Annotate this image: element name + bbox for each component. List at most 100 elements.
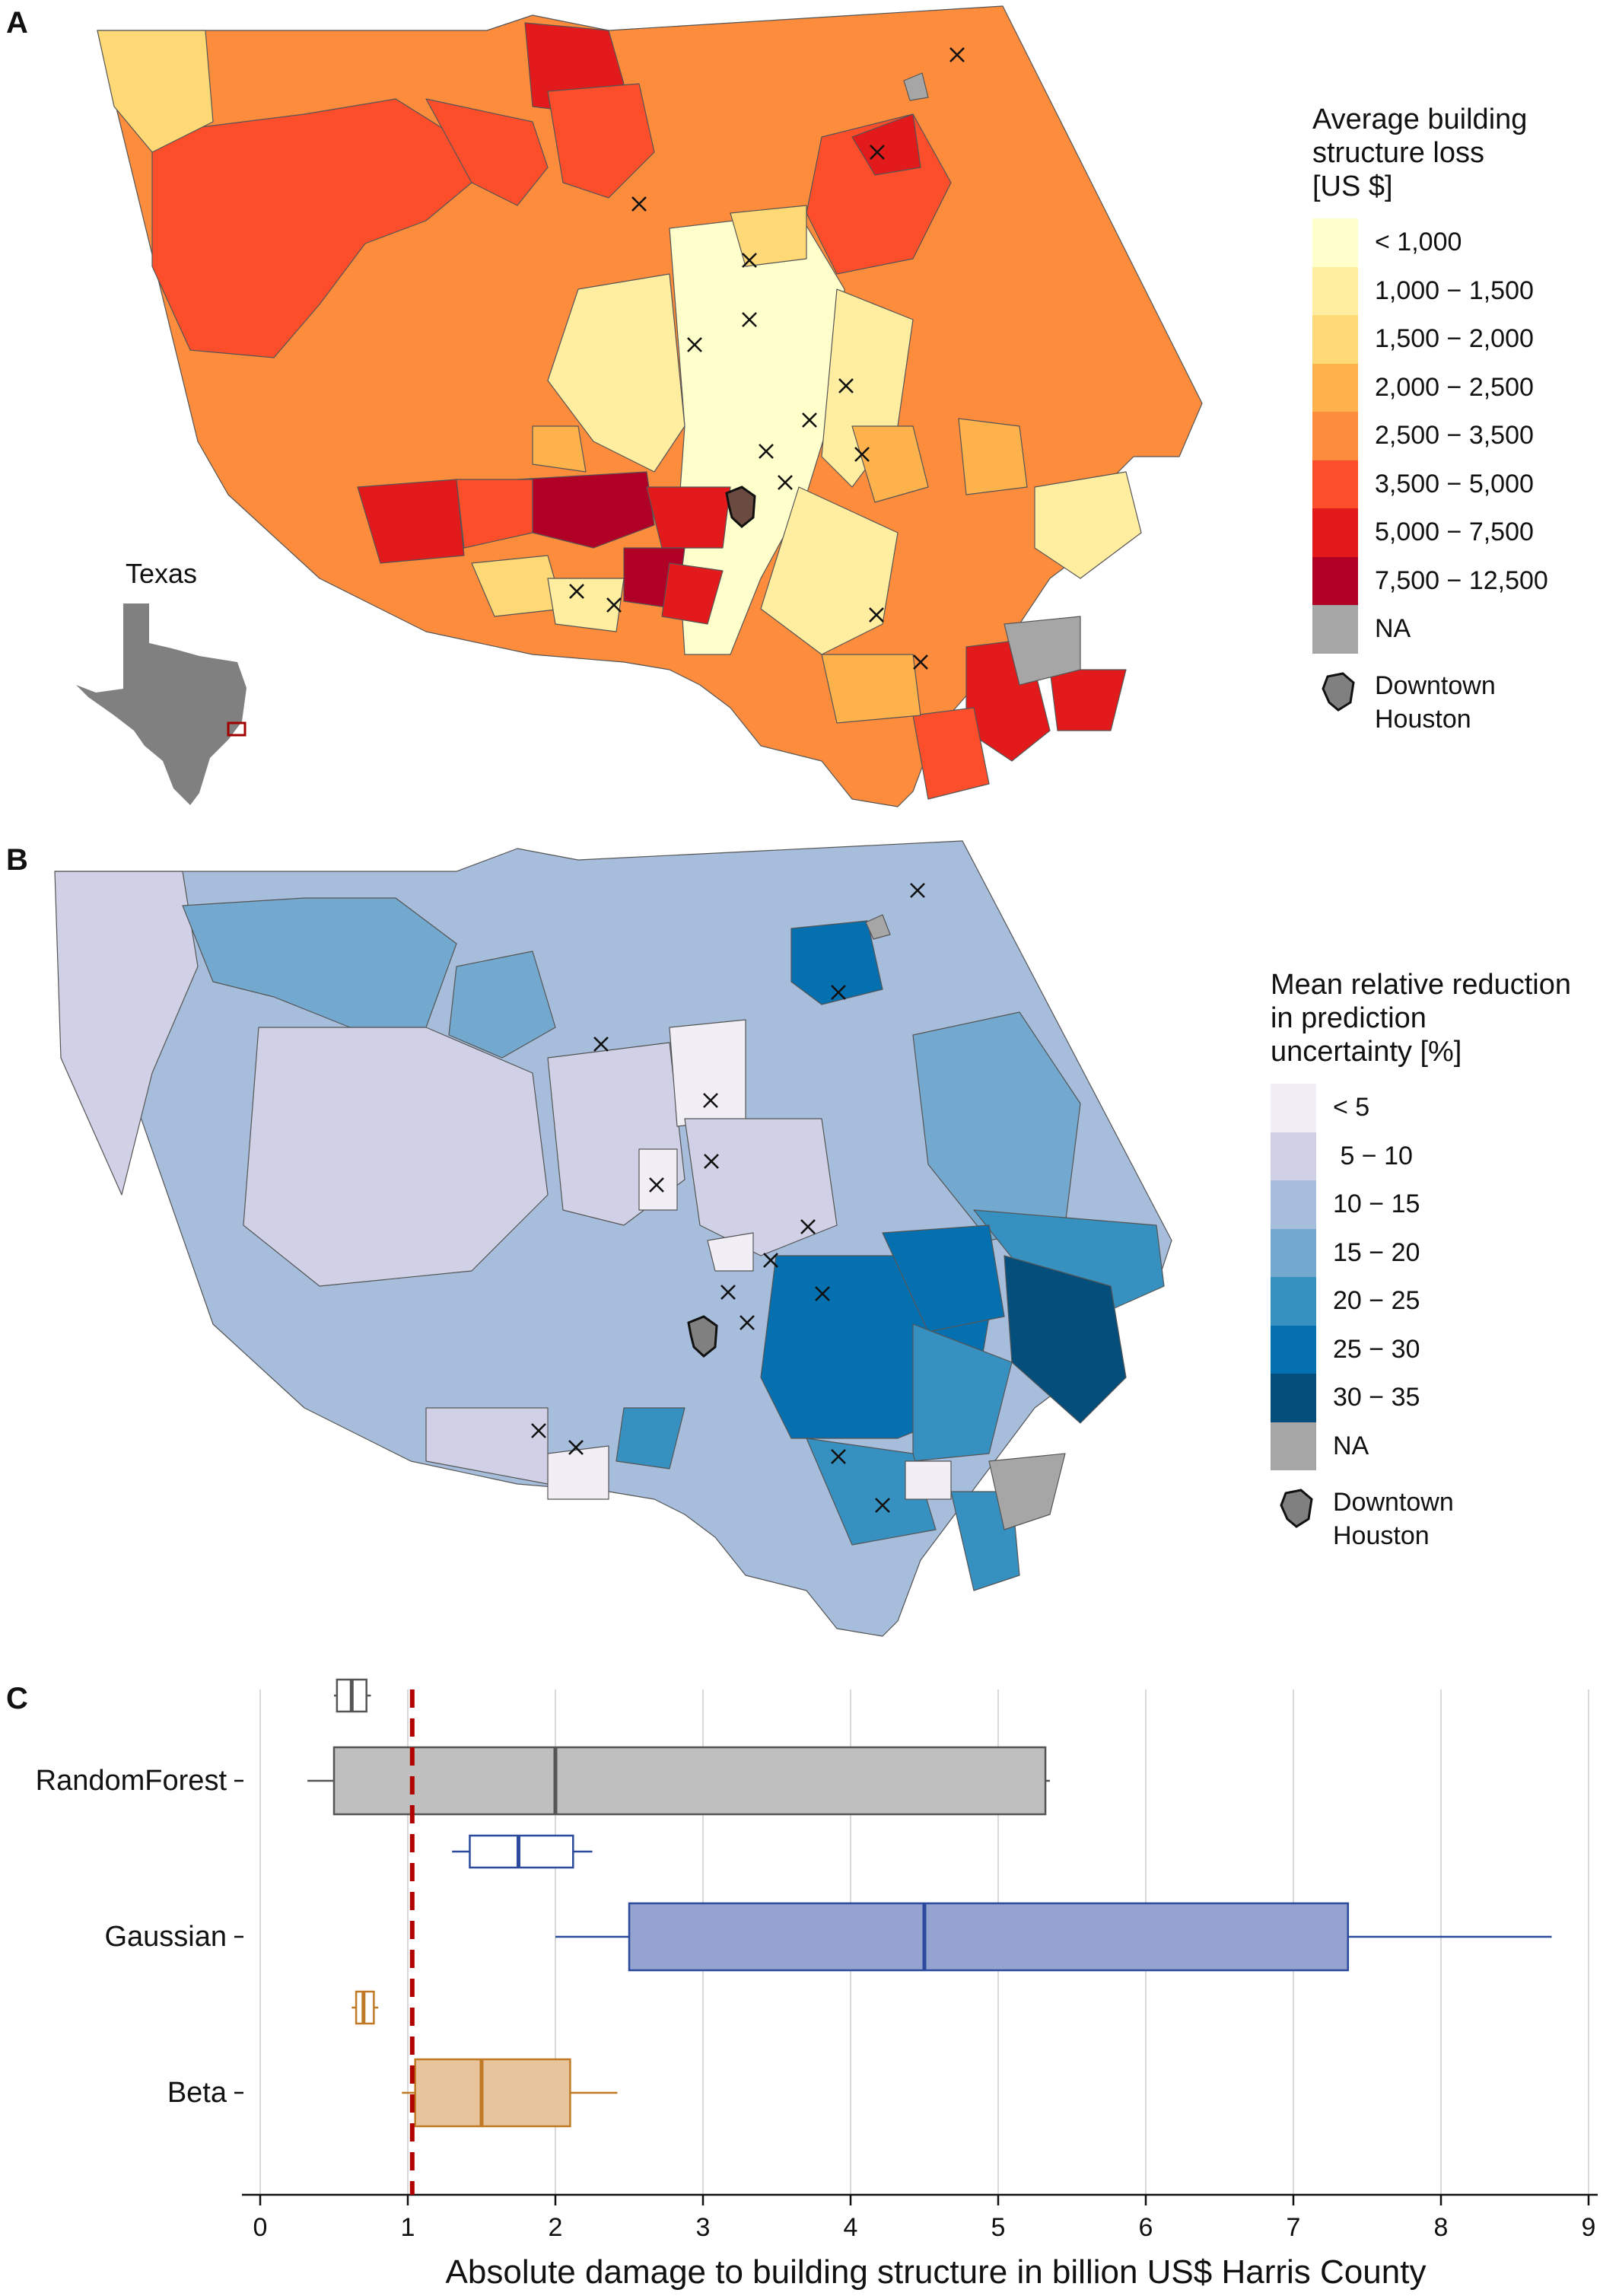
panel-c-letter: C bbox=[6, 1682, 28, 1715]
map-a-region bbox=[1034, 471, 1142, 579]
legend-b-label: 30 − 35 bbox=[1333, 1383, 1420, 1412]
map-a-region bbox=[912, 707, 990, 800]
legend-a-downtown: Downtown Houston bbox=[1312, 669, 1548, 736]
panel-b-letter: B bbox=[6, 843, 28, 877]
legend-a-swatch bbox=[1312, 508, 1358, 557]
box-body bbox=[332, 1746, 1047, 1816]
category-label: Gaussian bbox=[104, 1921, 227, 1953]
map-b-region bbox=[707, 1232, 754, 1272]
map-a-region bbox=[851, 113, 921, 176]
map-a-downtown-houston bbox=[725, 486, 756, 528]
legend-b-label: 25 − 30 bbox=[1333, 1334, 1420, 1364]
box-body bbox=[414, 2058, 571, 2128]
map-a-region bbox=[532, 425, 587, 473]
map-b-region bbox=[448, 951, 556, 1059]
legend-b-row: < 5 bbox=[1271, 1084, 1571, 1132]
x-tick-label: 2 bbox=[549, 2213, 563, 2242]
legend-b-swatch bbox=[1271, 1132, 1316, 1180]
legend-b-swatch bbox=[1271, 1228, 1316, 1277]
legend-b-label: 15 − 20 bbox=[1333, 1237, 1420, 1267]
legend-a-swatch bbox=[1312, 218, 1358, 267]
map-b bbox=[54, 840, 1172, 1637]
map-a-region bbox=[151, 98, 472, 358]
texas-inset-shape bbox=[76, 603, 247, 805]
map-a-markers bbox=[569, 47, 965, 670]
map-b-region bbox=[684, 1118, 838, 1256]
category-label: RandomForest bbox=[36, 1765, 227, 1797]
x-tick-label: 5 bbox=[991, 2213, 1006, 2242]
legend-a-row: 5,000 − 7,500 bbox=[1312, 508, 1548, 557]
map-b-region bbox=[790, 920, 883, 1005]
map-b-region bbox=[865, 914, 891, 940]
legend-b-row: 5 − 10 bbox=[1271, 1132, 1571, 1180]
legend-b-swatch bbox=[1271, 1422, 1316, 1470]
legend-b-downtown: Downtown Houston bbox=[1271, 1486, 1571, 1552]
legend-b-downtown-label: Downtown Houston bbox=[1333, 1488, 1454, 1550]
map-a-region bbox=[456, 479, 533, 549]
legend-a-label: 5,000 − 7,500 bbox=[1375, 517, 1534, 547]
legend-b-label: 5 − 10 bbox=[1333, 1141, 1413, 1170]
map-b-region bbox=[669, 1019, 746, 1127]
legend-b-label: < 5 bbox=[1333, 1093, 1370, 1123]
map-a-region bbox=[1049, 669, 1127, 731]
legend-a-label: 1,000 − 1,500 bbox=[1375, 275, 1534, 305]
map-b-region bbox=[615, 1407, 685, 1470]
legend-a-row: 1,500 − 2,000 bbox=[1312, 315, 1548, 364]
legend-a-row: 7,500 − 12,500 bbox=[1312, 556, 1548, 605]
legend-b: Mean relative reduction in prediction un… bbox=[1271, 968, 1571, 1552]
legend-b-swatch bbox=[1271, 1374, 1316, 1422]
map-b-region bbox=[547, 1445, 609, 1500]
legend-b-swatch bbox=[1271, 1325, 1316, 1374]
map-b-markers bbox=[531, 883, 925, 1513]
legend-b-title: Mean relative reduction in prediction un… bbox=[1271, 969, 1571, 1068]
legend-b-row: 10 − 15 bbox=[1271, 1180, 1571, 1229]
map-b-downtown-houston bbox=[687, 1315, 718, 1358]
texas-inset-highlight bbox=[227, 721, 247, 737]
map-a-region bbox=[851, 425, 929, 503]
panel-a-letter: A bbox=[6, 6, 28, 40]
map-a: Texas bbox=[76, 5, 1203, 807]
map-a-region bbox=[1004, 616, 1081, 686]
legend-a-label: 3,500 − 5,000 bbox=[1375, 469, 1534, 498]
map-b-region bbox=[425, 1407, 549, 1485]
map-b-region bbox=[806, 1438, 937, 1546]
legend-a-title: Average building structure loss [US $] bbox=[1312, 103, 1528, 202]
legend-a-swatch bbox=[1312, 266, 1358, 315]
legend-a-swatch bbox=[1312, 315, 1358, 364]
legend-a-swatch bbox=[1312, 363, 1358, 412]
map-a-region bbox=[547, 578, 625, 632]
legend-b-swatch bbox=[1271, 1084, 1316, 1132]
legend-a-row: NA bbox=[1312, 605, 1548, 654]
boxplot-chart: 0 1 2 3 4 5 6 7 8 9 Absolute damage to building st… bbox=[36, 1678, 1598, 2291]
box-body bbox=[469, 1834, 574, 1869]
map-b-region bbox=[912, 1323, 1013, 1462]
map-b-region bbox=[54, 871, 199, 1196]
x-tick-label: 7 bbox=[1287, 2213, 1301, 2242]
x-tick-label: 1 bbox=[401, 2213, 415, 2242]
map-a-region bbox=[357, 479, 465, 564]
legend-a-row: 2,500 − 3,500 bbox=[1312, 412, 1548, 460]
legend-b-row: 20 − 25 bbox=[1271, 1277, 1571, 1326]
legend-b-row: 15 − 20 bbox=[1271, 1228, 1571, 1277]
map-a-region bbox=[425, 98, 549, 206]
legend-b-row: 25 − 30 bbox=[1271, 1325, 1571, 1374]
map-b-region bbox=[905, 1460, 952, 1500]
map-a-region bbox=[547, 273, 685, 473]
downtown-icon bbox=[1280, 1489, 1313, 1528]
legend-a-label: NA bbox=[1375, 614, 1411, 644]
legend-b-items: < 5 5 − 10 10 − 15 15 − 20 20 − 25 25 − 30 30… bbox=[1271, 1084, 1571, 1470]
map-a-region bbox=[903, 72, 929, 101]
legend-a-row: < 1,000 bbox=[1312, 218, 1548, 267]
legend-a-row: 1,000 − 1,500 bbox=[1312, 266, 1548, 315]
x-tick-label: 3 bbox=[696, 2213, 711, 2242]
map-a-region bbox=[730, 205, 807, 267]
legend-b-label: 10 − 15 bbox=[1333, 1189, 1420, 1219]
texas-inset-label: Texas bbox=[126, 558, 197, 589]
legend-b-label: NA bbox=[1333, 1431, 1369, 1460]
map-b-region bbox=[638, 1148, 678, 1211]
legend-a-swatch bbox=[1312, 412, 1358, 460]
legend-a-label: 1,500 − 2,000 bbox=[1375, 324, 1534, 354]
legend-a-items: < 1,000 1,000 − 1,500 1,500 − 2,000 2,000 −… bbox=[1312, 218, 1548, 654]
legend-a-label: 2,000 − 2,500 bbox=[1375, 372, 1534, 402]
legend-a-swatch bbox=[1312, 605, 1358, 654]
